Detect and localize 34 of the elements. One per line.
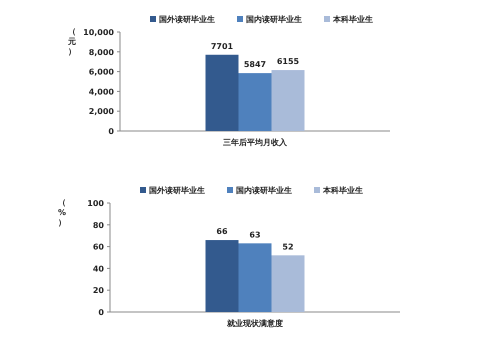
legend-label: 国外读研毕业生 (149, 186, 205, 195)
x-tick-label: 就业现状满意度 (226, 318, 283, 328)
data-label: 5847 (244, 60, 266, 70)
y-tick-label: 60 (92, 242, 104, 252)
y-axis-title: （元） (67, 27, 76, 56)
y-tick-label: 2,000 (88, 107, 114, 116)
y-tick-label: 0 (108, 127, 114, 136)
y-tick-label: 10,000 (83, 28, 114, 37)
legend-label: 国外读研毕业生 (159, 15, 215, 24)
data-label: 52 (282, 242, 294, 252)
bar (206, 240, 238, 312)
bar (238, 243, 272, 312)
y-tick-label: 100 (87, 199, 104, 208)
y-tick-label: 0 (98, 308, 104, 317)
y-tick-label: 40 (92, 264, 104, 274)
bar (272, 70, 304, 131)
legend-label: 本科毕业生 (332, 15, 373, 24)
y-tick-label: 6,000 (88, 68, 114, 77)
bar (272, 255, 304, 312)
bar (206, 54, 238, 131)
legend-label: 本科毕业生 (322, 186, 363, 195)
y-tick-label: 80 (92, 220, 104, 230)
bar (238, 73, 272, 131)
data-label: 63 (249, 230, 261, 240)
legend-label: 国内读研毕业生 (246, 15, 302, 24)
legend-label: 国内读研毕业生 (236, 186, 292, 195)
x-tick-label: 三年后平均月收入 (223, 138, 288, 147)
y-axis-title: （%） (58, 198, 66, 227)
y-tick-label: 8,000 (88, 48, 114, 57)
y-tick-label: 20 (92, 286, 104, 296)
y-tick-label: 4,000 (88, 87, 114, 96)
data-label: 66 (216, 227, 228, 236)
data-label: 7701 (210, 42, 234, 51)
data-label: 6155 (276, 57, 300, 66)
